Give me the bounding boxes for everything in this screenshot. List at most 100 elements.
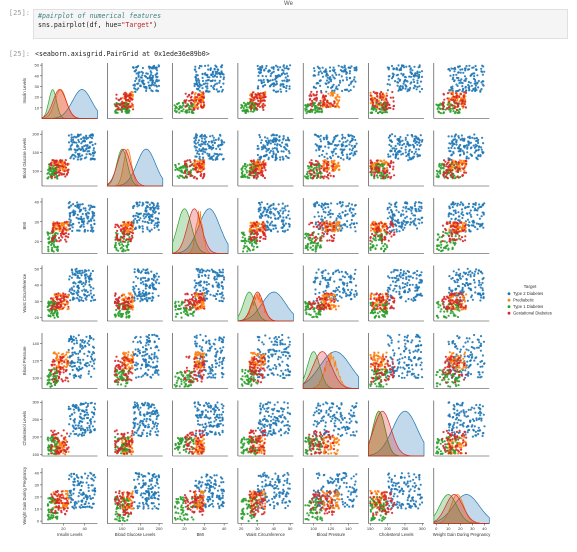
scatter-point [128, 96, 131, 99]
scatter-point [391, 90, 394, 94]
scatter-point [354, 144, 357, 147]
scatter-point [51, 246, 54, 249]
scatter-point [266, 137, 269, 140]
scatter-point [315, 97, 318, 100]
scatter-point [334, 87, 338, 90]
scatter-point [400, 147, 403, 150]
scatter-point [397, 157, 400, 160]
scatter-point [334, 96, 337, 99]
scatter-point [403, 220, 406, 223]
scatter-point [407, 142, 410, 145]
scatter-point [272, 227, 275, 230]
scatter-point [69, 219, 72, 222]
scatter-point [182, 104, 185, 107]
scatter-point [315, 82, 318, 85]
code-input-cell[interactable]: [25]: #pairplot of numerical features sn… [4, 9, 570, 45]
scatter-point [389, 139, 393, 142]
scatter-point [288, 85, 291, 88]
scatter-point [263, 232, 266, 235]
scatter-point [417, 208, 420, 211]
scatter-point [190, 174, 193, 177]
scatter-point [420, 221, 424, 224]
y-tick-label: 10 [35, 105, 40, 110]
scatter-point [321, 66, 324, 69]
scatter-point [401, 74, 405, 77]
scatter-point [257, 67, 260, 70]
scatter-point [247, 240, 250, 243]
scatter-point [329, 216, 332, 219]
scatter-point [241, 104, 244, 107]
scatter-point [444, 108, 447, 111]
scatter-point [261, 85, 265, 88]
scatter-point [214, 79, 217, 82]
scatter-point [253, 222, 256, 225]
scatter-point [75, 141, 78, 144]
scatter-point [125, 238, 128, 241]
scatter-point [282, 137, 285, 140]
scatter-point [282, 65, 285, 68]
output-cell: [25]: <seaborn.axisgrid.PairGrid at 0x1e… [4, 50, 570, 550]
scatter-point [53, 168, 56, 171]
scatter-point [370, 107, 373, 110]
scatter-point [316, 106, 319, 109]
scatter-point [53, 176, 57, 179]
scatter-point [115, 103, 118, 106]
scatter-point [209, 135, 212, 138]
scatter-point [80, 142, 83, 145]
scatter-point [380, 242, 384, 245]
scatter-point [319, 236, 322, 239]
scatter-point [57, 166, 60, 169]
code-editor[interactable]: #pairplot of numerical features sns.pair… [33, 9, 568, 39]
scatter-point [399, 135, 402, 139]
pairplot-cell [107, 63, 163, 119]
scatter-point [466, 146, 469, 149]
scatter-point [88, 220, 91, 223]
scatter-point [195, 73, 198, 76]
scatter-point [244, 242, 247, 245]
scatter-point [421, 138, 424, 142]
scatter-point [403, 75, 406, 78]
scatter-point [390, 64, 394, 68]
scatter-point [221, 64, 224, 67]
scatter-point [86, 145, 89, 148]
scatter-point [114, 238, 117, 241]
scatter-point [447, 135, 450, 138]
scatter-point [263, 165, 266, 168]
pairplot-cell [433, 63, 490, 119]
scatter-point [375, 244, 378, 247]
scatter-point [309, 93, 312, 96]
scatter-point [418, 71, 421, 74]
scatter-point [67, 228, 70, 231]
scatter-point [345, 205, 348, 208]
scatter-point [418, 90, 421, 93]
scatter-point [281, 83, 284, 86]
scatter-point [318, 246, 322, 249]
scatter-point [386, 217, 389, 220]
scatter-point [420, 75, 424, 78]
scatter-point [319, 146, 322, 149]
scatter-point [346, 213, 349, 216]
scatter-point [151, 77, 154, 80]
scatter-point [144, 207, 147, 210]
scatter-point [119, 97, 122, 100]
scatter-point [215, 153, 218, 156]
scatter-point [251, 242, 254, 245]
scatter-point [314, 205, 317, 208]
scatter-point [314, 250, 317, 253]
scatter-point [305, 246, 308, 249]
scatter-point [401, 144, 404, 147]
scatter-point [392, 228, 395, 231]
scatter-point [325, 222, 329, 225]
scatter-point [391, 223, 394, 226]
scatter-point [189, 160, 192, 164]
scatter-point [203, 137, 206, 140]
scatter-point [260, 169, 263, 173]
scatter-point [188, 159, 191, 162]
scatter-point [48, 236, 51, 239]
scatter-point [188, 172, 191, 175]
scatter-point [471, 136, 474, 139]
scatter-point [465, 157, 468, 160]
scatter-point [125, 96, 128, 99]
scatter-point [383, 247, 387, 250]
scatter-point [344, 213, 347, 217]
